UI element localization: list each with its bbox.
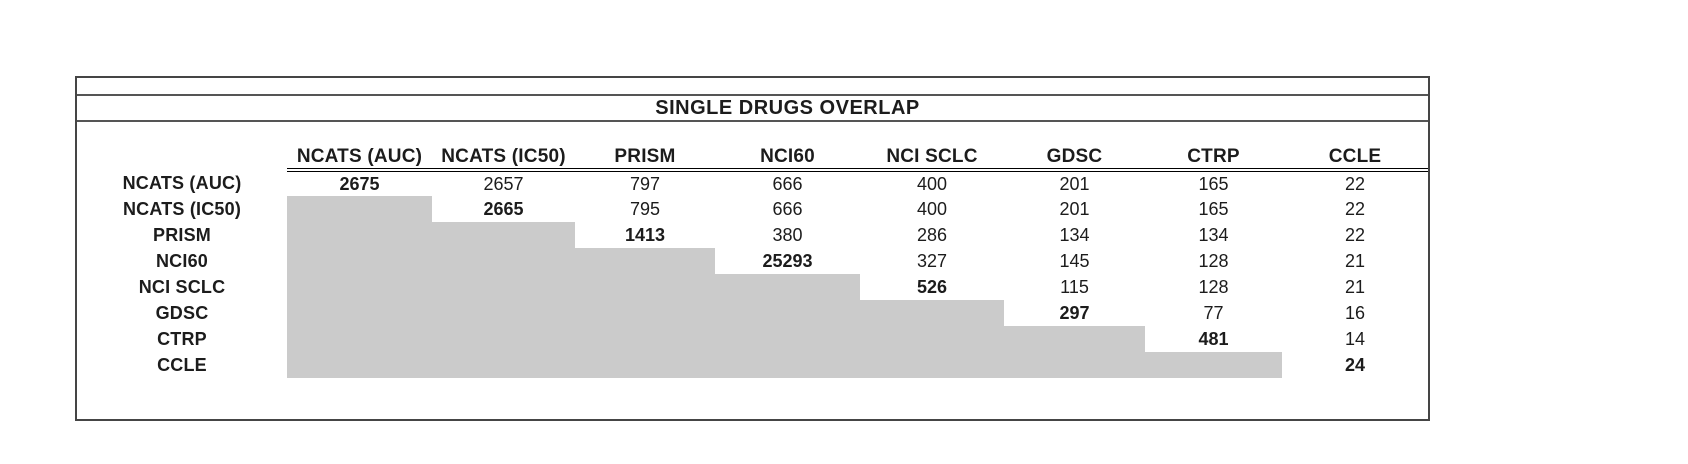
col-header-prism: PRISM	[575, 138, 715, 172]
row-label-gdsc: GDSC	[155, 302, 209, 323]
shaded-cell	[575, 352, 715, 378]
shaded-cell	[715, 300, 860, 326]
shaded-cell	[575, 274, 715, 300]
row-label-nci-sclc: NCI SCLC	[138, 276, 226, 297]
shaded-cell	[715, 352, 860, 378]
shaded-cell	[715, 326, 860, 352]
shaded-cell	[715, 274, 860, 300]
top-empty-strip	[77, 78, 1428, 96]
shaded-cell	[575, 300, 715, 326]
cell-value: 2657	[483, 173, 524, 194]
table-row: PRISM 1413 380 286 134 134 22	[77, 222, 1428, 248]
shaded-cell	[575, 248, 715, 274]
shaded-cell	[287, 222, 432, 248]
cell-value: 400	[916, 173, 948, 194]
cell-value: 128	[1198, 276, 1229, 297]
diagonal-cell: 297	[1059, 302, 1090, 323]
diagonal-cell: 25293	[762, 250, 813, 271]
cell-value: 795	[629, 198, 661, 219]
row-label-nci60: NCI60	[155, 250, 209, 271]
row-label-ncats-ic50: NCATS (IC50)	[122, 198, 242, 219]
shaded-cell	[287, 352, 432, 378]
shaded-cell	[860, 300, 1004, 326]
cell-value: 380	[772, 224, 803, 245]
col-header-ncats-auc: NCATS (AUC)	[287, 138, 432, 172]
diagonal-cell: 24	[1344, 354, 1366, 375]
table-row: CTRP 481 14	[77, 326, 1428, 352]
shaded-cell	[432, 326, 575, 352]
row-label-prism: PRISM	[152, 224, 211, 245]
diagonal-cell: 1413	[624, 224, 666, 245]
cell-value: 134	[1198, 224, 1229, 245]
header-row: NCATS (AUC) NCATS (IC50) PRISM NCI60 NCI…	[77, 138, 1428, 172]
cell-value: 22	[1344, 173, 1366, 194]
cell-value: 286	[916, 224, 948, 245]
diagonal-cell: 2665	[483, 198, 524, 219]
col-header-ctrp: CTRP	[1145, 138, 1282, 172]
cell-value: 666	[772, 173, 803, 194]
shaded-cell	[432, 222, 575, 248]
cell-value: 77	[1203, 302, 1224, 323]
shaded-cell	[860, 352, 1004, 378]
cell-value: 21	[1344, 276, 1366, 297]
cell-value: 201	[1059, 198, 1090, 219]
shaded-cell	[1004, 326, 1145, 352]
shaded-cell	[287, 196, 432, 222]
corner-empty-cell	[77, 138, 287, 170]
cell-value: 21	[1344, 250, 1366, 271]
col-header-nci-sclc: NCI SCLC	[860, 138, 1004, 172]
col-header-ncats-ic50: NCATS (IC50)	[432, 138, 575, 172]
table-row: NCATS (IC50) 2665 795 666 400 201 165 22	[77, 196, 1428, 222]
cell-value: 16	[1344, 302, 1366, 323]
cell-value: 666	[772, 198, 803, 219]
row-label-ctrp: CTRP	[157, 328, 207, 349]
col-header-nci60: NCI60	[715, 138, 860, 172]
col-header-gdsc: GDSC	[1004, 138, 1145, 172]
table-row: NCATS (AUC) 2675 2657 797 666 400 201 16…	[77, 170, 1428, 196]
cell-value: 14	[1344, 328, 1366, 349]
shaded-cell	[432, 248, 575, 274]
cell-value: 145	[1059, 250, 1090, 271]
table-row: CCLE 24	[77, 352, 1428, 378]
single-drugs-overlap-table: SINGLE DRUGS OVERLAP NCATS (AUC) NCATS (…	[75, 76, 1430, 421]
cell-value: 22	[1344, 224, 1366, 245]
table-row: NCI60 25293 327 145 128 21	[77, 248, 1428, 274]
table-row: GDSC 297 77 16	[77, 300, 1428, 326]
cell-value: 165	[1198, 173, 1229, 194]
cell-value: 128	[1198, 250, 1229, 271]
shaded-cell	[432, 352, 575, 378]
row-label-ccle: CCLE	[157, 354, 207, 375]
header-gap	[77, 122, 1428, 138]
shaded-cell	[287, 326, 432, 352]
cell-value: 165	[1198, 198, 1229, 219]
table-title: SINGLE DRUGS OVERLAP	[77, 96, 1428, 122]
diagonal-cell: 526	[916, 276, 948, 297]
table-row: NCI SCLC 526 115 128 21	[77, 274, 1428, 300]
cell-value: 797	[629, 173, 661, 194]
shaded-cell	[1004, 352, 1145, 378]
row-label-ncats-auc: NCATS (AUC)	[122, 172, 242, 193]
cell-value: 134	[1059, 224, 1090, 245]
shaded-cell	[860, 326, 1004, 352]
shaded-cell	[287, 248, 432, 274]
diagonal-cell: 2675	[339, 173, 380, 194]
overlap-matrix: NCATS (AUC) NCATS (IC50) PRISM NCI60 NCI…	[77, 138, 1428, 378]
cell-value: 327	[916, 250, 948, 271]
shaded-cell	[432, 300, 575, 326]
cell-value: 400	[916, 198, 948, 219]
diagonal-cell: 481	[1198, 328, 1229, 349]
shaded-cell	[287, 300, 432, 326]
cell-value: 22	[1344, 198, 1366, 219]
cell-value: 115	[1060, 276, 1089, 297]
col-header-ccle: CCLE	[1282, 138, 1428, 172]
shaded-cell	[1145, 352, 1282, 378]
cell-value: 201	[1059, 173, 1090, 194]
shaded-cell	[287, 274, 432, 300]
shaded-cell	[575, 326, 715, 352]
shaded-cell	[432, 274, 575, 300]
